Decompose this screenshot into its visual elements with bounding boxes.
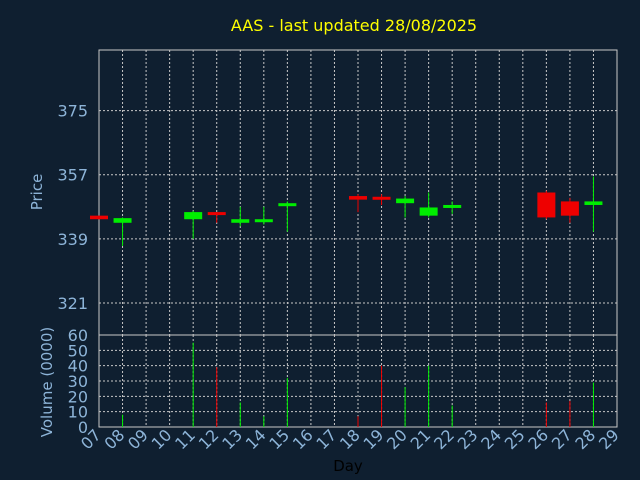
candle-body (113, 218, 132, 223)
candle-body (443, 204, 462, 208)
price-tick-label: 375 (57, 102, 88, 121)
candle-body (419, 207, 438, 216)
chart-title: AAS - last updated 28/08/2025 (231, 16, 477, 35)
candle-body (396, 198, 415, 204)
candle-body (372, 196, 391, 200)
candle-body (349, 196, 367, 200)
volume-tick-label: 0 (78, 418, 88, 437)
volume-axis-label: Volume (0000) (38, 327, 56, 437)
candle-body (254, 219, 273, 223)
candle-body (90, 215, 108, 220)
candle-body (207, 212, 226, 216)
candle-body (560, 201, 579, 216)
volume-tick-label: 50 (68, 341, 88, 360)
candle-body (231, 219, 250, 223)
candle-body (584, 201, 603, 205)
candle-body (537, 192, 556, 218)
price-tick-label: 321 (57, 294, 88, 313)
day-axis-label: Day (333, 457, 363, 475)
x-tick-label: 29 (595, 425, 623, 453)
price-tick-label: 357 (57, 166, 88, 185)
price-tick-label: 339 (57, 230, 88, 249)
volume-tick-label: 40 (68, 357, 88, 376)
candle-body (184, 212, 203, 220)
volume-tick-label: 10 (68, 403, 88, 422)
candle-body (278, 203, 297, 207)
volume-tick-label: 20 (68, 387, 88, 406)
price-axis-label: Price (28, 174, 46, 211)
volume-tick-label: 30 (68, 372, 88, 391)
volume-tick-label: 60 (68, 326, 88, 345)
